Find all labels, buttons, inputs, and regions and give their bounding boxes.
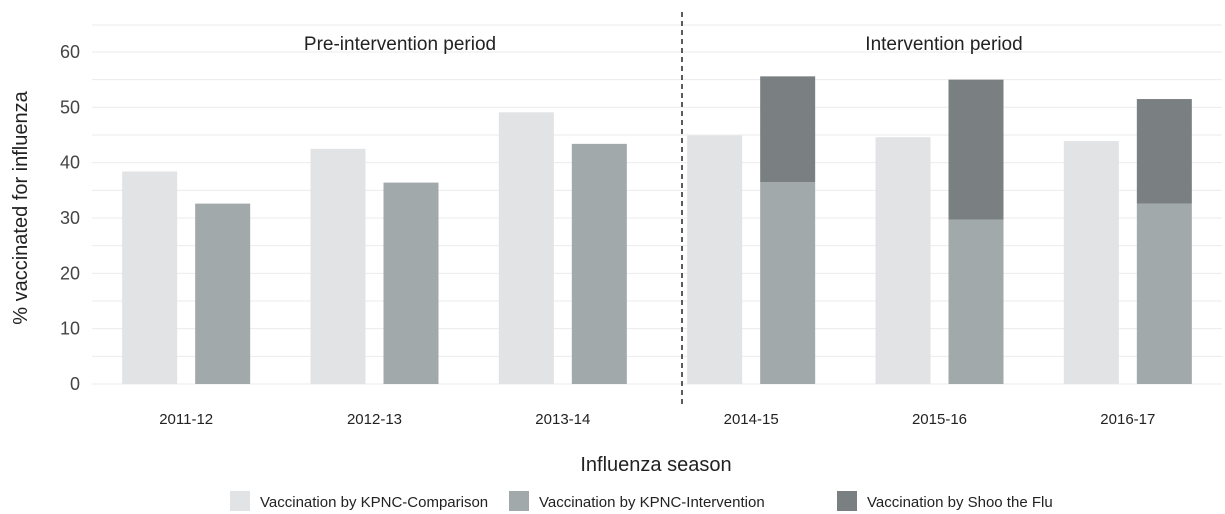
bar-shoo-the-flu <box>948 79 1004 220</box>
bar-kpnc-intervention <box>1136 203 1192 384</box>
bar-kpnc-intervention <box>948 219 1004 384</box>
y-tick-label: 10 <box>60 319 80 339</box>
x-tick-label: 2014-15 <box>724 411 779 428</box>
x-tick-label: 2013-14 <box>535 411 590 428</box>
bars <box>122 76 1192 385</box>
legend-label: Vaccination by KPNC-Comparison <box>260 494 488 511</box>
bar-shoo-the-flu <box>1136 99 1192 204</box>
bar-kpnc-intervention <box>195 203 251 384</box>
y-tick-label: 60 <box>60 42 80 62</box>
bar-kpnc-comparison <box>1063 141 1119 384</box>
y-tick-label: 40 <box>60 153 80 173</box>
legend-swatch <box>509 491 529 511</box>
x-tick-label: 2011-12 <box>159 411 213 428</box>
y-tick-label: 30 <box>60 208 80 228</box>
legend: Vaccination by KPNC-Comparison Vaccinatio… <box>230 491 1053 511</box>
bar-kpnc-intervention <box>383 182 439 384</box>
legend-label: Vaccination by KPNC-Intervention <box>539 494 765 511</box>
x-tick-label: 2015-16 <box>912 411 967 428</box>
bar-kpnc-comparison <box>122 171 178 384</box>
x-tick-label: 2012-13 <box>347 411 402 428</box>
y-axis-title: % vaccinated for influenza <box>10 90 32 324</box>
x-tick-label: 2016-17 <box>1100 411 1155 428</box>
y-tick-label: 0 <box>70 374 80 394</box>
bar-shoo-the-flu <box>760 76 816 183</box>
y-tick-label: 50 <box>60 97 80 117</box>
x-axis-ticks: 2011-12 2012-13 2013-14 2014-15 2015-16 2016-… <box>159 411 1155 428</box>
legend-swatch <box>230 491 250 511</box>
legend-label: Vaccination by Shoo the Flu <box>867 494 1053 511</box>
bar-kpnc-intervention <box>571 143 627 384</box>
y-tick-label: 20 <box>60 263 80 283</box>
legend-swatch <box>837 491 857 511</box>
y-axis-ticks: 0 10 20 30 40 50 60 <box>60 42 80 394</box>
bar-kpnc-comparison <box>687 135 743 384</box>
bar-kpnc-comparison <box>310 148 366 384</box>
bar-kpnc-intervention <box>760 182 816 384</box>
x-axis-title: Influenza season <box>580 454 731 476</box>
bar-kpnc-comparison <box>498 112 554 385</box>
annotation-pre-intervention: Pre-intervention period <box>304 34 496 55</box>
bar-kpnc-comparison <box>875 137 931 384</box>
annotation-intervention: Intervention period <box>865 34 1022 55</box>
gridlines <box>92 24 1222 385</box>
